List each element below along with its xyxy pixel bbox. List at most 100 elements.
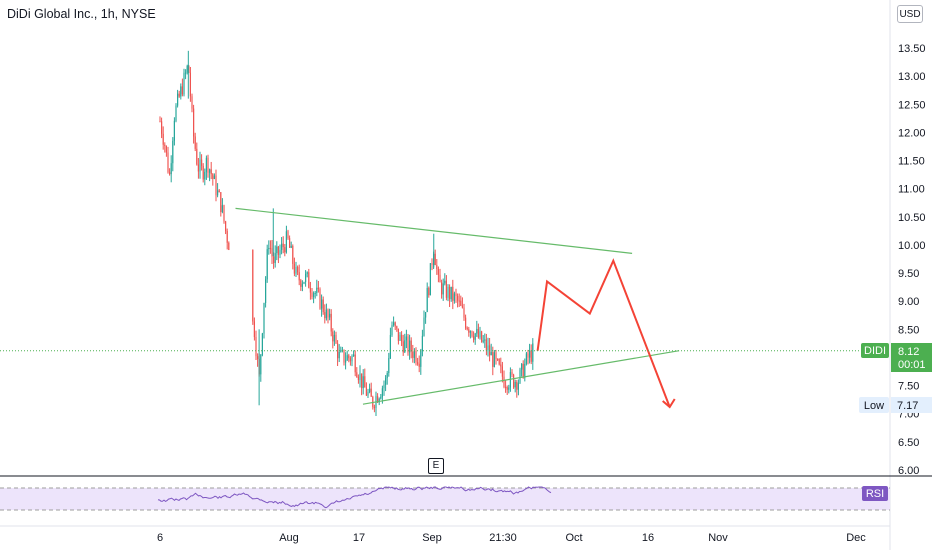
candle-body bbox=[481, 331, 483, 342]
candle-body bbox=[503, 376, 505, 387]
price-tick-label: 8.50 bbox=[898, 324, 919, 336]
candle-body bbox=[346, 355, 348, 361]
candle-body bbox=[436, 264, 438, 270]
candle-body bbox=[468, 329, 470, 333]
candle-body bbox=[316, 287, 318, 293]
candle-body bbox=[330, 313, 332, 332]
low-price-tag: Low 7.17 bbox=[859, 397, 932, 413]
candle-body bbox=[370, 388, 372, 397]
candle-body bbox=[498, 359, 500, 365]
trendline[interactable] bbox=[362, 350, 680, 405]
candle-body bbox=[372, 396, 374, 407]
currency-button[interactable]: USD bbox=[897, 5, 923, 23]
last-price-value: 8.12 bbox=[898, 346, 919, 358]
time-tick-label: 17 bbox=[353, 532, 365, 544]
candle-body bbox=[415, 351, 417, 363]
candle-body bbox=[290, 245, 292, 248]
rsi-pane[interactable] bbox=[0, 486, 890, 511]
candle-body bbox=[513, 374, 515, 388]
candle-body bbox=[476, 328, 478, 334]
candle-body bbox=[490, 352, 492, 356]
candle-body bbox=[351, 356, 353, 362]
rsi-band bbox=[0, 488, 890, 510]
candle-body bbox=[178, 93, 180, 97]
low-price-value: 7.17 bbox=[897, 400, 918, 412]
candle-body bbox=[519, 369, 521, 383]
candle-body bbox=[447, 286, 449, 298]
candle-body bbox=[477, 328, 479, 338]
candle-body bbox=[458, 300, 460, 302]
candle-body bbox=[389, 334, 391, 359]
candle-body bbox=[276, 246, 278, 254]
candle-body bbox=[505, 386, 507, 388]
candle-body bbox=[353, 354, 355, 357]
candle-body bbox=[530, 350, 532, 362]
candle-body bbox=[359, 373, 361, 381]
candle-body bbox=[434, 253, 436, 265]
candle-body bbox=[439, 274, 441, 283]
candle-body bbox=[292, 245, 294, 264]
candle-body bbox=[277, 246, 279, 255]
candle-body bbox=[164, 144, 166, 146]
candle-body bbox=[257, 356, 259, 359]
candle-body bbox=[159, 121, 161, 123]
candle-body bbox=[263, 302, 265, 334]
candle-body bbox=[421, 335, 423, 351]
candle-body bbox=[471, 331, 473, 337]
price-tick-label: 10.50 bbox=[898, 212, 926, 224]
candle-body bbox=[298, 272, 300, 281]
candle-body bbox=[322, 299, 324, 313]
candle-body bbox=[377, 396, 379, 403]
candle-body bbox=[207, 157, 209, 173]
candle-body bbox=[404, 340, 406, 353]
candle-body bbox=[274, 253, 276, 263]
projection-path[interactable] bbox=[536, 258, 671, 408]
candle-body bbox=[463, 307, 465, 318]
candle-body bbox=[393, 322, 395, 326]
candle-body bbox=[500, 364, 502, 367]
trendline[interactable] bbox=[235, 207, 633, 254]
candle-body bbox=[457, 295, 459, 301]
candle-body bbox=[199, 159, 201, 172]
candle-body bbox=[252, 250, 254, 322]
candle-body bbox=[175, 105, 177, 121]
candle-body bbox=[313, 293, 315, 297]
price-tick-label: 12.50 bbox=[898, 99, 926, 111]
candle-body bbox=[417, 362, 419, 364]
time-axis[interactable]: 6 Aug 17 Sep 21:30 Oct 16 Nov Dec bbox=[157, 532, 866, 544]
price-tick-label: 12.00 bbox=[898, 127, 926, 139]
candle-body bbox=[327, 309, 329, 318]
candle-body bbox=[325, 309, 327, 319]
candle-body bbox=[412, 351, 414, 358]
candle-body bbox=[441, 282, 443, 295]
chart-title: DiDi Global Inc., 1h, NYSE bbox=[7, 7, 156, 21]
candle-body bbox=[205, 157, 207, 172]
candle-body bbox=[426, 288, 428, 313]
candle-body bbox=[287, 231, 289, 239]
candle-body bbox=[269, 247, 271, 249]
candle-body bbox=[420, 350, 422, 367]
candle-body bbox=[226, 231, 228, 243]
candle-body bbox=[177, 93, 179, 106]
candle-body bbox=[209, 169, 211, 173]
candle-body bbox=[225, 221, 227, 232]
candle-body bbox=[321, 299, 323, 309]
candle-body bbox=[445, 280, 447, 298]
candle-body bbox=[180, 86, 182, 97]
candle-body bbox=[345, 360, 347, 363]
earnings-event-marker[interactable]: E bbox=[428, 458, 444, 474]
candle-body bbox=[314, 292, 316, 294]
rsi-tag-label: RSI bbox=[866, 488, 884, 500]
candle-body bbox=[418, 363, 420, 367]
candle-body bbox=[255, 337, 257, 357]
candle-body bbox=[479, 331, 481, 338]
candle-body bbox=[532, 343, 534, 362]
time-tick-label: 21:30 bbox=[489, 532, 517, 544]
candle-body bbox=[319, 289, 321, 309]
candle-body bbox=[369, 388, 371, 393]
candle-body bbox=[201, 159, 203, 166]
candle-body bbox=[223, 205, 225, 222]
price-pane[interactable] bbox=[0, 0, 890, 475]
candle-body bbox=[442, 283, 444, 295]
